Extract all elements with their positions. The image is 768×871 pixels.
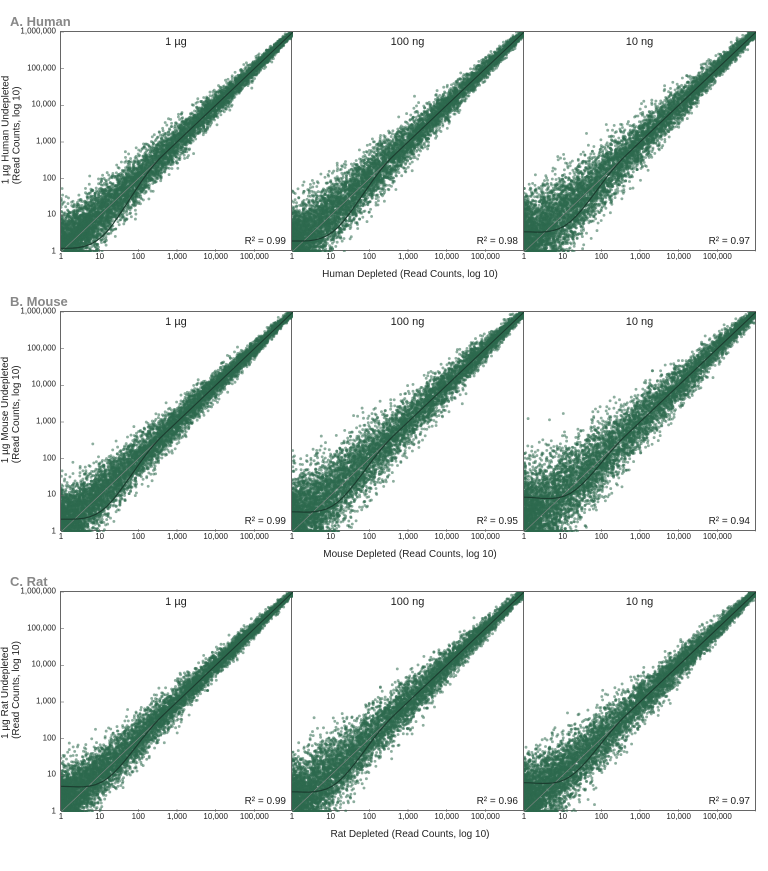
r-squared-label: R² = 0.99 xyxy=(245,236,286,247)
x-tick-labels: 1101001,00010,000100,000 xyxy=(292,812,523,822)
panel-title: 10 ng xyxy=(524,596,755,608)
scatter-panel: 1 µg R² = 0.99 1101001,00010,000100,000 xyxy=(60,311,292,531)
x-tick-labels: 1101001,00010,000100,000 xyxy=(292,532,523,542)
x-tick-labels: 1101001,00010,000100,000 xyxy=(524,532,755,542)
scatter-panel: 1 µg R² = 0.99 1101001,00010,000100,000 xyxy=(60,31,292,251)
x-tick-labels: 1101001,00010,000100,000 xyxy=(61,812,291,822)
r-squared-label: R² = 0.99 xyxy=(245,516,286,527)
panel-title: 1 µg xyxy=(61,596,291,608)
scatter-panel: 100 ng R² = 0.96 1101001,00010,000100,00… xyxy=(292,591,524,811)
panel-title: 10 ng xyxy=(524,316,755,328)
panel-title: 100 ng xyxy=(292,316,523,328)
y-tick-labels: 1101001,00010,000100,0001,000,000 xyxy=(22,311,58,531)
scatter-panel: 100 ng R² = 0.98 1101001,00010,000100,00… xyxy=(292,31,524,251)
r-squared-label: R² = 0.97 xyxy=(709,236,750,247)
section-title: A. Human xyxy=(10,14,760,29)
panel-title: 1 µg xyxy=(61,316,291,328)
y-tick-labels: 1101001,00010,000100,0001,000,000 xyxy=(22,31,58,251)
x-axis-label: Mouse Depleted (Read Counts, log 10) xyxy=(60,549,760,560)
x-axis-label: Rat Depleted (Read Counts, log 10) xyxy=(60,829,760,840)
scatter-panel: 10 ng R² = 0.97 1101001,00010,000100,000 xyxy=(524,591,756,811)
r-squared-label: R² = 0.95 xyxy=(477,516,518,527)
scatter-figure: A. Human 1 µg Human Undepleted(Read Coun… xyxy=(8,8,760,848)
r-squared-label: R² = 0.94 xyxy=(709,516,750,527)
x-tick-labels: 1101001,00010,000100,000 xyxy=(524,812,755,822)
r-squared-label: R² = 0.96 xyxy=(477,796,518,807)
y-axis-label: 1 µg Human Undepleted(Read Counts, log 1… xyxy=(4,31,18,229)
x-tick-labels: 1101001,00010,000100,000 xyxy=(524,252,755,262)
row-mouse: B. Mouse 1 µg Mouse Undepleted(Read Coun… xyxy=(8,288,760,568)
scatter-panel: 1 µg R² = 0.99 1101001,00010,000100,000 xyxy=(60,591,292,811)
scatter-panel: 10 ng R² = 0.97 1101001,00010,000100,000 xyxy=(524,31,756,251)
row-human: A. Human 1 µg Human Undepleted(Read Coun… xyxy=(8,8,760,288)
panel-strip: 1 µg R² = 0.99 1101001,00010,000100,000 … xyxy=(60,591,760,811)
r-squared-label: R² = 0.99 xyxy=(245,796,286,807)
panel-title: 10 ng xyxy=(524,36,755,48)
section-title: C. Rat xyxy=(10,574,760,589)
y-tick-labels: 1101001,00010,000100,0001,000,000 xyxy=(22,591,58,811)
x-tick-labels: 1101001,00010,000100,000 xyxy=(61,252,291,262)
scatter-panel: 10 ng R² = 0.94 1101001,00010,000100,000 xyxy=(524,311,756,531)
panel-title: 100 ng xyxy=(292,36,523,48)
x-axis-label: Human Depleted (Read Counts, log 10) xyxy=(60,269,760,280)
panel-title: 1 µg xyxy=(61,36,291,48)
x-tick-labels: 1101001,00010,000100,000 xyxy=(292,252,523,262)
row-rat: C. Rat 1 µg Rat Undepleted(Read Counts, … xyxy=(8,568,760,848)
scatter-panel: 100 ng R² = 0.95 1101001,00010,000100,00… xyxy=(292,311,524,531)
y-axis-label: 1 µg Rat Undepleted(Read Counts, log 10) xyxy=(4,591,18,789)
r-squared-label: R² = 0.97 xyxy=(709,796,750,807)
panel-strip: 1 µg R² = 0.99 1101001,00010,000100,000 … xyxy=(60,31,760,251)
x-tick-labels: 1101001,00010,000100,000 xyxy=(61,532,291,542)
r-squared-label: R² = 0.98 xyxy=(477,236,518,247)
section-title: B. Mouse xyxy=(10,294,760,309)
y-axis-label: 1 µg Mouse Undepleted(Read Counts, log 1… xyxy=(4,311,18,509)
panel-title: 100 ng xyxy=(292,596,523,608)
panel-strip: 1 µg R² = 0.99 1101001,00010,000100,000 … xyxy=(60,311,760,531)
